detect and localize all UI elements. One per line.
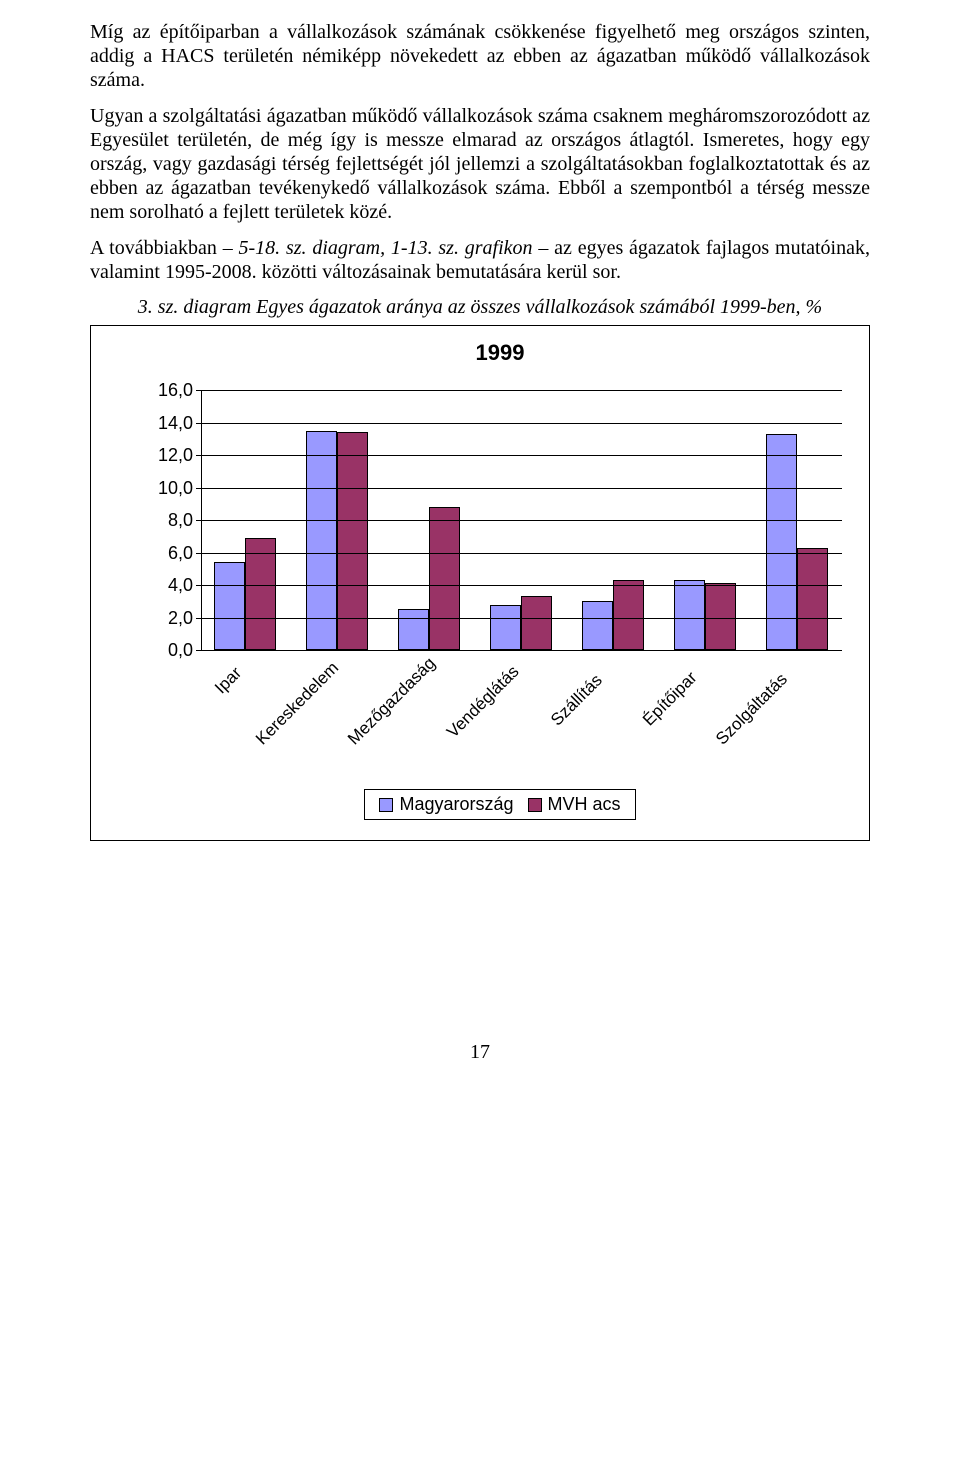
- legend: Magyarország MVH acs: [364, 789, 635, 820]
- y-tick-label: 0,0: [168, 641, 193, 659]
- x-axis-label: Szolgáltatás: [712, 669, 792, 749]
- x-axis-labels: IparKereskedelemMezőgazdaságVendéglátásS…: [193, 659, 857, 789]
- page-number: 17: [90, 1041, 870, 1064]
- chart-area: 0,02,04,06,08,010,012,014,016,0: [143, 390, 857, 651]
- bar-group: [582, 580, 644, 650]
- paragraph-2: Ugyan a szolgáltatási ágazatban működő v…: [90, 104, 870, 224]
- x-axis-label: Szállítás: [547, 670, 607, 730]
- legend-item-0: Magyarország: [379, 794, 513, 815]
- y-tick-label: 16,0: [158, 381, 193, 399]
- plot-area: [201, 390, 842, 651]
- y-tick-label: 2,0: [168, 609, 193, 627]
- chart-caption: 3. sz. diagram Egyes ágazatok aránya az …: [90, 296, 870, 319]
- grid-line: [202, 520, 842, 521]
- grid-line: [202, 390, 842, 391]
- x-axis-label: Kereskedelem: [252, 658, 343, 749]
- y-tick-mark: [196, 650, 202, 651]
- bar: [398, 609, 429, 650]
- chart-container: 1999 0,02,04,06,08,010,012,014,016,0 Ipa…: [90, 325, 870, 841]
- bar: [490, 605, 521, 651]
- bar: [521, 596, 552, 650]
- grid-line: [202, 423, 842, 424]
- bar-group: [398, 507, 460, 650]
- x-axis-label: Építőipar: [639, 668, 701, 730]
- y-tick-label: 6,0: [168, 544, 193, 562]
- legend-item-1: MVH acs: [528, 794, 621, 815]
- y-tick-label: 4,0: [168, 576, 193, 594]
- legend-label-1: MVH acs: [548, 794, 621, 815]
- bar: [245, 538, 276, 650]
- bar-group: [490, 596, 552, 650]
- x-axis-label: Ipar: [211, 663, 246, 698]
- grid-line: [202, 585, 842, 586]
- paragraph-3: A továbbiakban – 5-18. sz. diagram, 1-13…: [90, 236, 870, 284]
- y-tick-label: 10,0: [158, 479, 193, 497]
- bar: [214, 562, 245, 650]
- grid-line: [202, 618, 842, 619]
- chart-title: 1999: [123, 340, 877, 366]
- p3-italic: 5-18. sz. diagram, 1-13. sz. grafikon: [239, 237, 533, 259]
- document-page: Míg az építőiparban a vállalkozások szám…: [0, 0, 960, 1104]
- x-axis-label: Vendéglátás: [443, 662, 523, 742]
- legend-swatch-1: [528, 798, 542, 812]
- y-tick-label: 12,0: [158, 446, 193, 464]
- grid-line: [202, 455, 842, 456]
- bar-group: [214, 538, 276, 650]
- y-tick-label: 14,0: [158, 414, 193, 432]
- bar: [797, 548, 828, 650]
- legend-label-0: Magyarország: [399, 794, 513, 815]
- bar: [613, 580, 644, 650]
- y-axis: 0,02,04,06,08,010,012,014,016,0: [143, 390, 201, 650]
- legend-swatch-0: [379, 798, 393, 812]
- chart-caption-text: 3. sz. diagram Egyes ágazatok aránya az …: [138, 296, 822, 318]
- paragraph-1: Míg az építőiparban a vállalkozások szám…: [90, 20, 870, 92]
- y-tick-label: 8,0: [168, 511, 193, 529]
- bar: [582, 601, 613, 650]
- grid-line: [202, 553, 842, 554]
- bar: [674, 580, 705, 650]
- bar-group: [674, 580, 736, 650]
- bar: [429, 507, 460, 650]
- grid-line: [202, 488, 842, 489]
- x-axis-label: Mezőgazdaság: [344, 653, 440, 749]
- p3-text-1: A továbbiakban –: [90, 237, 239, 259]
